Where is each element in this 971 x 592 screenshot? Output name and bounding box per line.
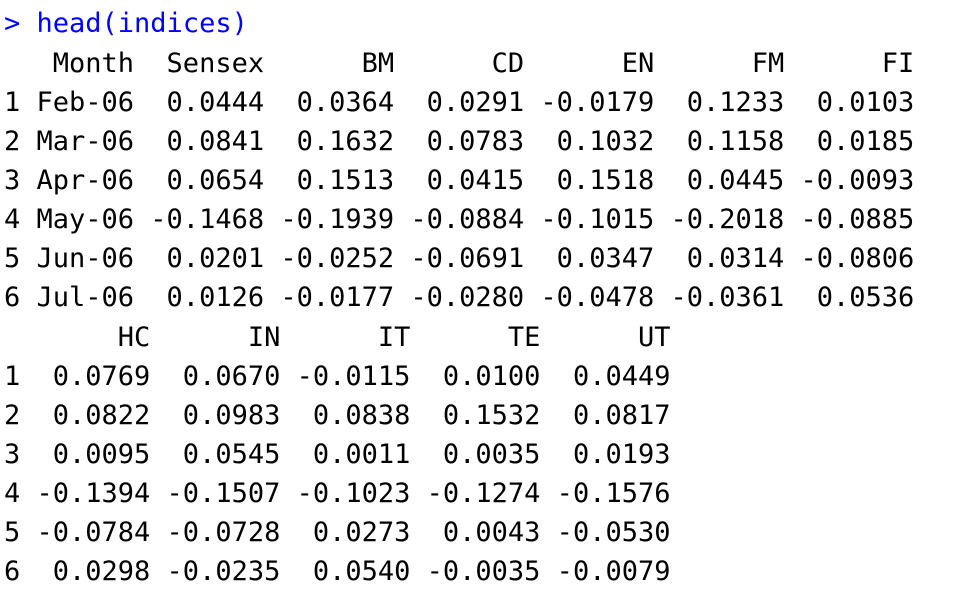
output-row: 5 Jun-06 0.0201 -0.0252 -0.0691 0.0347 0… [4,243,915,274]
output-row: 3 Apr-06 0.0654 0.1513 0.0415 0.1518 0.0… [4,165,915,196]
output-header-1: Month Sensex BM CD EN FM FI [4,48,915,79]
output-row: 6 0.0298 -0.0235 0.0540 -0.0035 -0.0079 [4,556,671,587]
command-line: > head(indices) [4,4,248,43]
output-row: 1 0.0769 0.0670 -0.0115 0.0100 0.0449 [4,361,671,392]
output-row: 2 0.0822 0.0983 0.0838 0.1532 0.0817 [4,400,671,431]
output-row: 1 Feb-06 0.0444 0.0364 0.0291 -0.0179 0.… [4,87,915,118]
output-row: 6 Jul-06 0.0126 -0.0177 -0.0280 -0.0478 … [4,282,915,313]
output-row: 4 May-06 -0.1468 -0.1939 -0.0884 -0.1015… [4,204,915,235]
output-row: 5 -0.0784 -0.0728 0.0273 0.0043 -0.0530 [4,517,671,548]
command-text: head(indices) [36,8,248,39]
output-row: 3 0.0095 0.0545 0.0011 0.0035 0.0193 [4,439,671,470]
output-header-2: HC IN IT TE UT [4,322,671,353]
output-row: 4 -0.1394 -0.1507 -0.1023 -0.1274 -0.157… [4,478,671,509]
output-row: 2 Mar-06 0.0841 0.1632 0.0783 0.1032 0.1… [4,126,915,157]
prompt-symbol: > [4,8,37,39]
